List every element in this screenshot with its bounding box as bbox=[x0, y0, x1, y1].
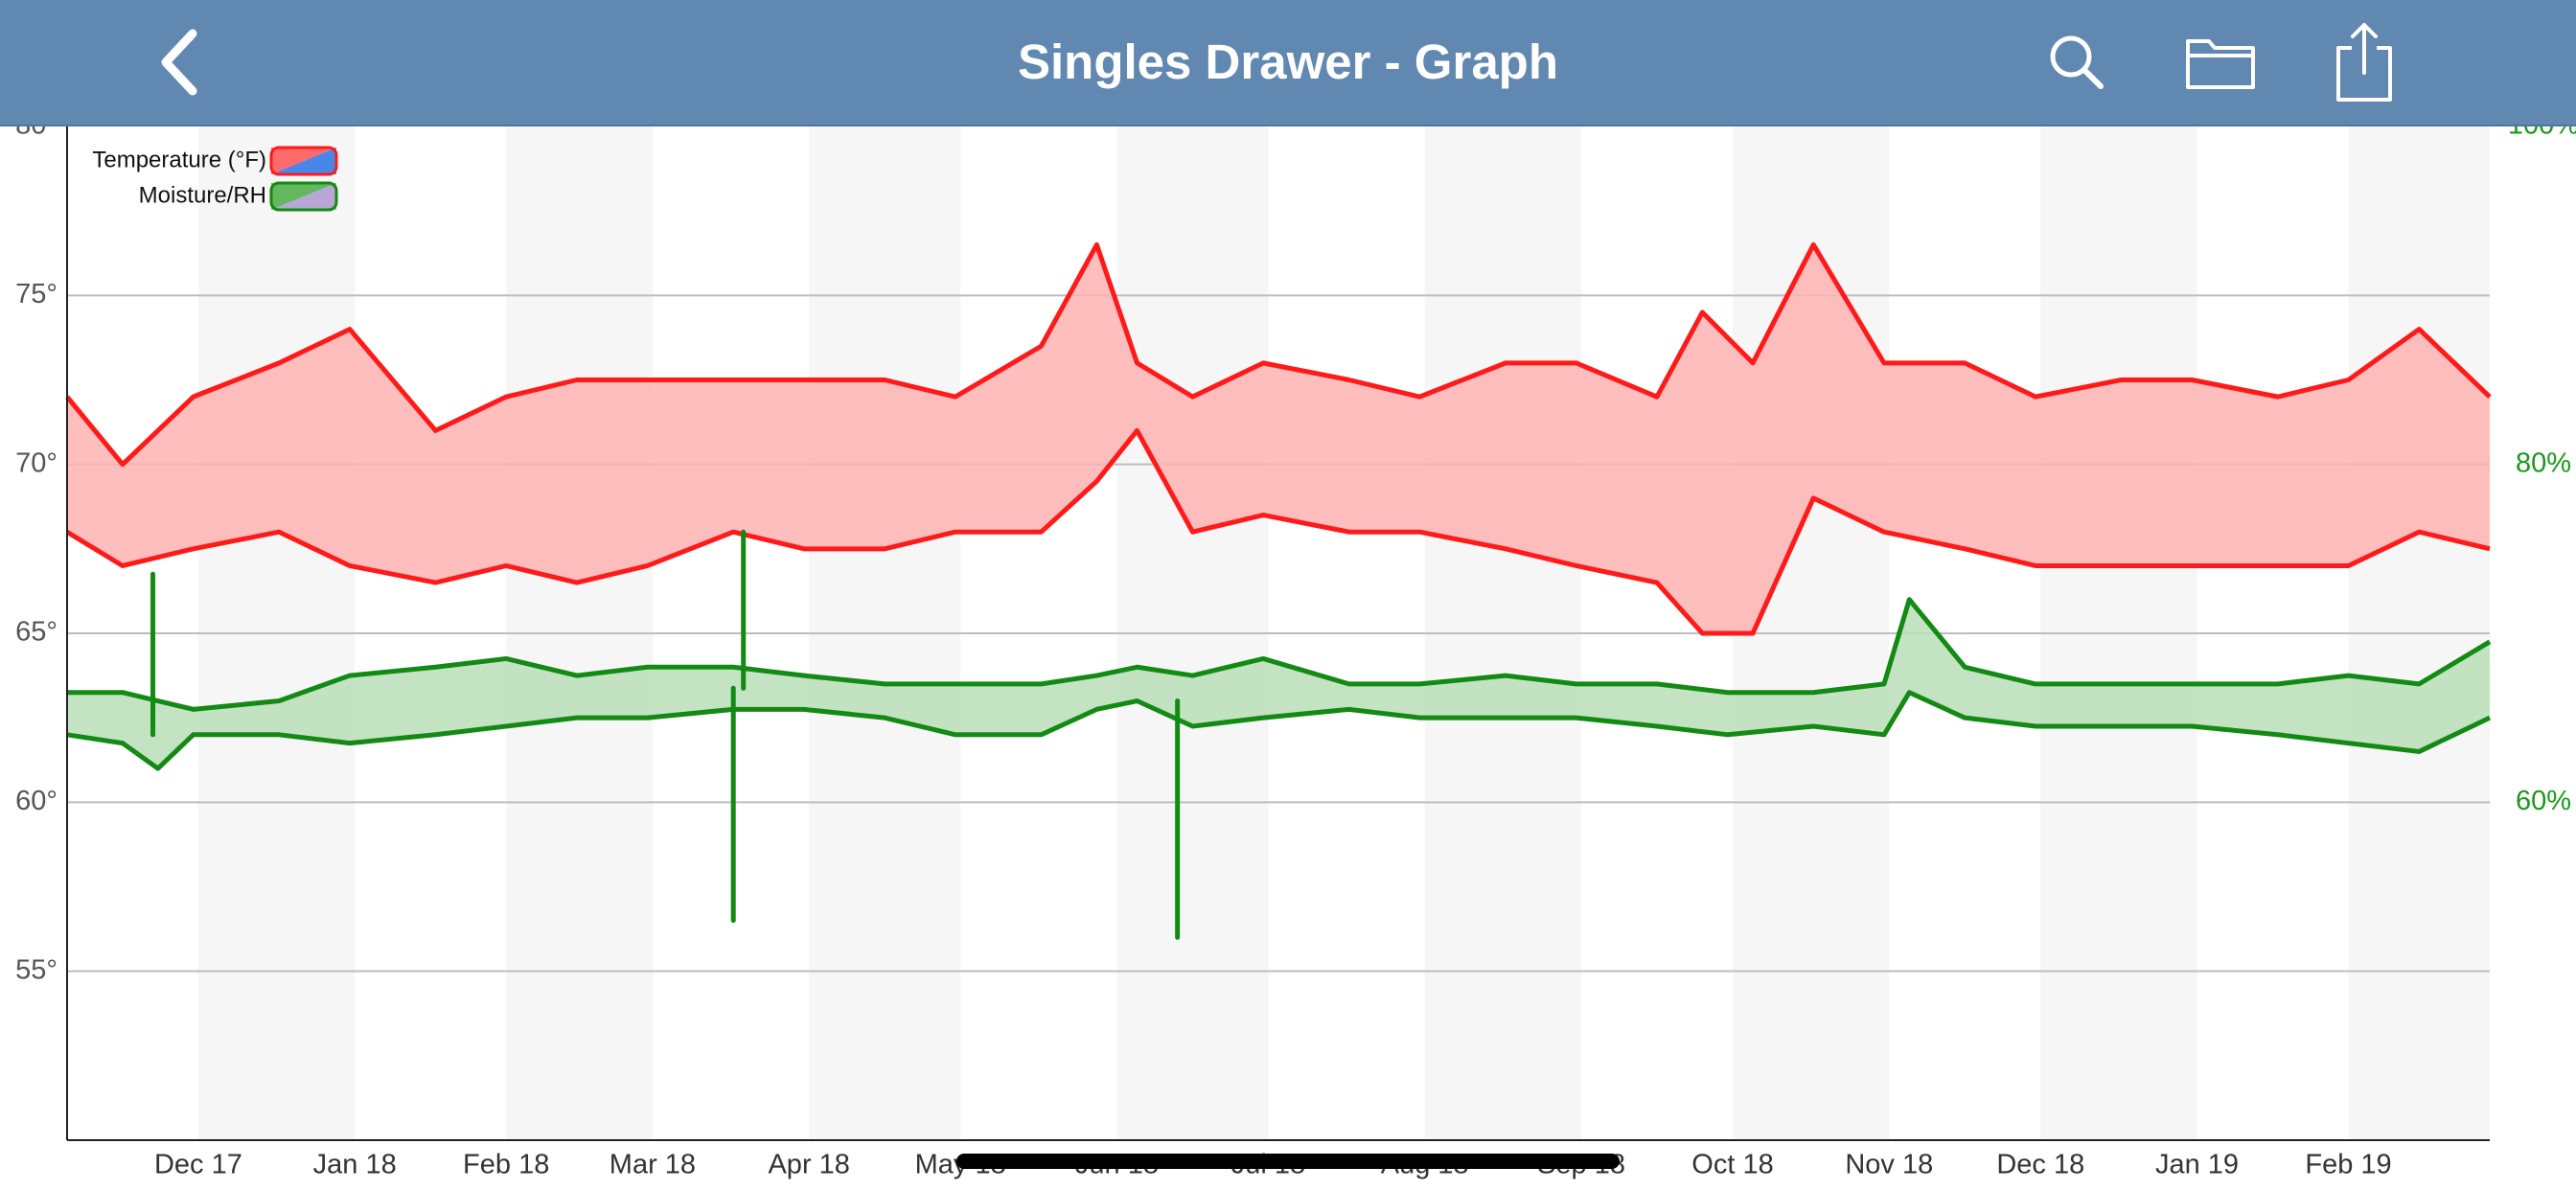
y-right-tick-label: 80% bbox=[2516, 447, 2571, 478]
series-low-line bbox=[65, 427, 2491, 636]
legend-swatch bbox=[271, 183, 336, 210]
y-left-tick-label: 65° bbox=[15, 617, 58, 648]
y-left-tick-label: 60° bbox=[15, 786, 58, 816]
back-button[interactable] bbox=[138, 19, 224, 105]
x-tick-label: Oct 18 bbox=[1691, 1150, 1773, 1180]
legend-swatch-border bbox=[269, 146, 338, 176]
x-tick-label: Dec 17 bbox=[154, 1150, 242, 1180]
y-right-tick-label: 60% bbox=[2516, 786, 2571, 816]
chart: 80° 75° 70° 65° 60° 55° 100% 80% 60% Dec 17 Jan 18… bbox=[15, 126, 2576, 1180]
y-left-tick-label: 70° bbox=[15, 447, 58, 478]
y-left-tick-label: 55° bbox=[15, 954, 58, 985]
x-tick-label: Dec 18 bbox=[1996, 1150, 2084, 1180]
legend-label: Moisture/RH bbox=[139, 182, 266, 208]
folder-icon bbox=[2186, 39, 2255, 89]
y-left-tick-label: 80° bbox=[15, 126, 58, 141]
page-title: Singles Drawer - Graph bbox=[1018, 34, 1558, 89]
legend: Temperature (°F) Moisture/RH bbox=[92, 146, 338, 212]
x-tick-label: Jan 18 bbox=[313, 1150, 397, 1180]
x-tick-label: Jan 19 bbox=[2155, 1150, 2239, 1180]
series-high-line bbox=[67, 597, 2492, 712]
search-icon bbox=[2050, 35, 2104, 89]
search-button[interactable] bbox=[2034, 19, 2120, 105]
series-temperature bbox=[65, 241, 2492, 636]
series-low-line bbox=[66, 690, 2492, 771]
x-tick-label: Nov 18 bbox=[1845, 1150, 1933, 1180]
series-band bbox=[67, 599, 2490, 769]
y-right-tick-label: 100% bbox=[2508, 126, 2576, 141]
home-indicator bbox=[956, 1154, 1620, 1169]
legend-swatch-border bbox=[269, 181, 338, 212]
folder-button[interactable] bbox=[2177, 19, 2264, 105]
share-icon bbox=[2336, 23, 2392, 102]
x-tick-label: Apr 18 bbox=[768, 1150, 849, 1180]
legend-label: Temperature (°F) bbox=[92, 147, 266, 172]
chevron-left-icon bbox=[161, 29, 197, 96]
series-moisture bbox=[66, 597, 2492, 771]
series-band bbox=[67, 244, 2490, 633]
x-tick-label: Feb 19 bbox=[2305, 1150, 2391, 1180]
share-button[interactable] bbox=[2321, 19, 2407, 105]
x-tick-label: Feb 18 bbox=[463, 1150, 549, 1180]
x-tick-label: Mar 18 bbox=[610, 1150, 696, 1180]
legend-swatch bbox=[271, 148, 336, 174]
series-high-line bbox=[65, 241, 2492, 468]
navigation-bar: Singles Drawer - Graph bbox=[0, 0, 2576, 126]
y-left-tick-label: 75° bbox=[15, 279, 58, 309]
